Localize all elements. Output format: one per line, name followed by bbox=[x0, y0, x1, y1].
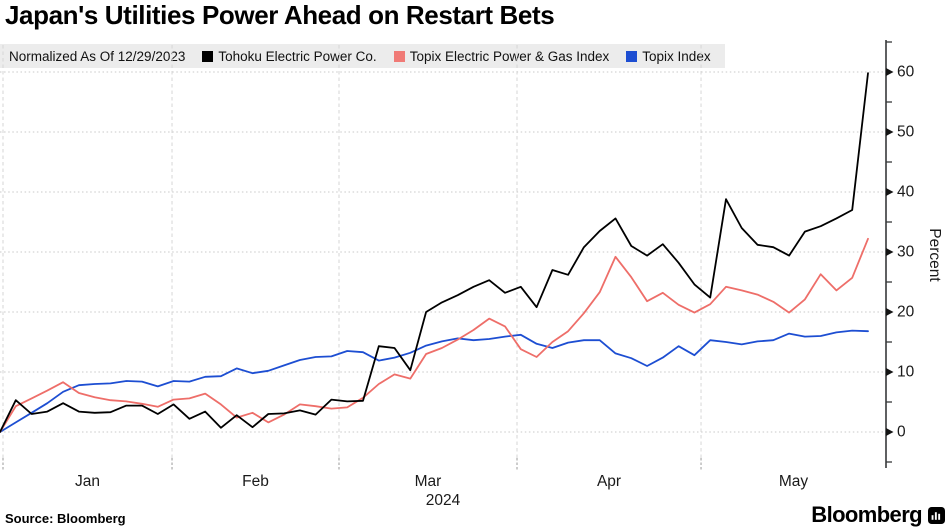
series-line-topix-index bbox=[0, 329, 869, 433]
y-tick-label: 50 bbox=[897, 124, 915, 141]
y-tick-label: 10 bbox=[897, 364, 915, 381]
y-tick-label: 60 bbox=[897, 64, 915, 81]
legend-swatch-topix bbox=[626, 50, 638, 62]
y-tick-label: 40 bbox=[897, 184, 915, 201]
y-gridlines bbox=[0, 71, 886, 433]
x-month-label: Mar bbox=[415, 473, 442, 490]
bloomberg-logo: Bloomberg bbox=[811, 502, 945, 528]
legend-label-topix-electric: Topix Electric Power & Gas Index bbox=[409, 48, 610, 64]
series-line-tohoku-electric-power-co bbox=[0, 72, 869, 433]
x-month-label: May bbox=[779, 473, 809, 490]
normalized-note: Normalized As Of 12/29/2023 bbox=[9, 48, 186, 64]
x-month-label: Feb bbox=[242, 473, 269, 490]
x-month-label: Apr bbox=[597, 473, 621, 490]
bloomberg-wordmark: Bloomberg bbox=[811, 502, 922, 527]
source-line: Source: Bloomberg bbox=[5, 511, 126, 526]
chart-title: Japan's Utilities Power Ahead on Restart… bbox=[5, 0, 555, 30]
y-tick-label: 30 bbox=[897, 244, 915, 261]
y-axis-title: Percent bbox=[926, 228, 943, 282]
legend-item-topix-electric: Topix Electric Power & Gas Index bbox=[393, 48, 610, 64]
legend-item-tohoku: Tohoku Electric Power Co. bbox=[202, 48, 377, 64]
legend-label-tohoku: Tohoku Electric Power Co. bbox=[218, 48, 377, 64]
x-year-label: 2024 bbox=[426, 492, 461, 509]
x-gridlines bbox=[2, 45, 702, 470]
legend-label-topix: Topix Index bbox=[642, 48, 711, 64]
legend-item-topix: Topix Index bbox=[626, 48, 711, 64]
y-tick-label: 0 bbox=[897, 424, 906, 441]
y-tick-label: 20 bbox=[897, 304, 915, 321]
x-axis-labels: Jan Feb Mar Apr May 2024 bbox=[75, 473, 808, 509]
bloomberg-terminal-icon bbox=[928, 506, 945, 524]
x-month-label: Jan bbox=[75, 473, 100, 490]
series-line-topix-electric-power-gas-index bbox=[0, 237, 869, 433]
y-axis: 0 10 20 30 40 50 60 bbox=[885, 40, 915, 468]
legend-bar: Normalized As Of 12/29/2023 Tohoku Elect… bbox=[0, 44, 725, 68]
legend-swatch-topix-electric bbox=[393, 50, 405, 62]
legend-swatch-tohoku bbox=[202, 50, 214, 62]
